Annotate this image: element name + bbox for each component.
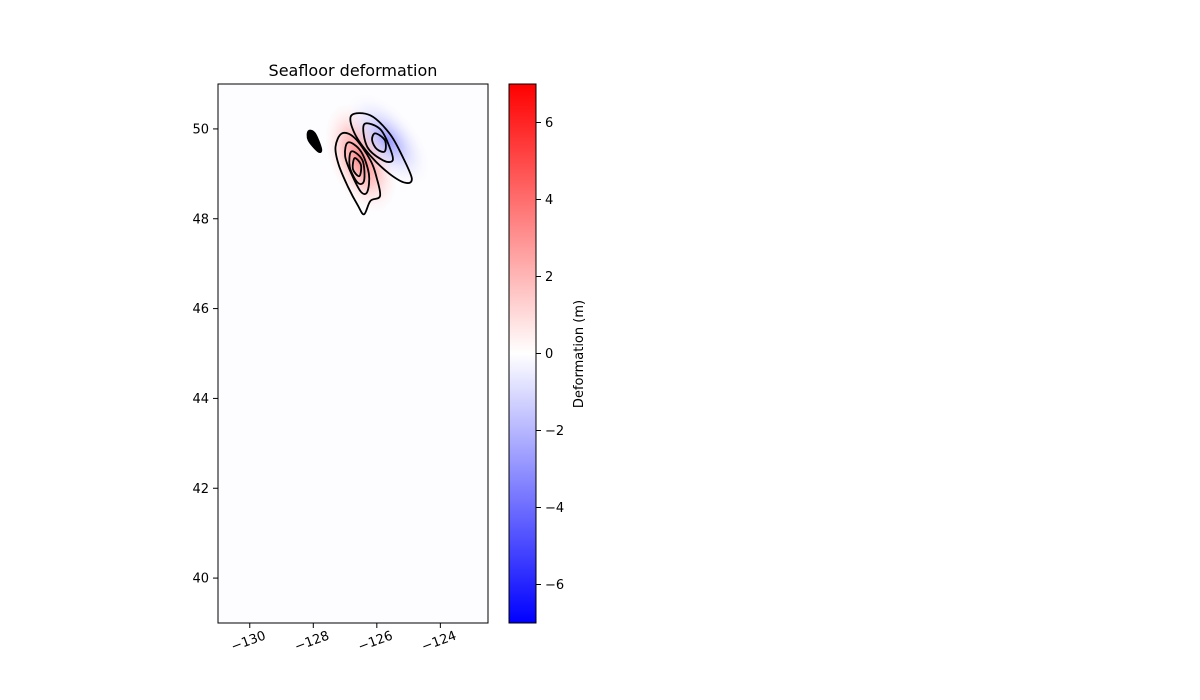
y-tick-label: 50 — [192, 122, 209, 137]
subsidence-zone — [344, 91, 432, 189]
x-tick-label: −130 — [229, 629, 268, 655]
contour-uplift-inner — [348, 150, 366, 185]
y-tick-label: 40 — [192, 572, 209, 587]
contour-uplift-core — [351, 157, 363, 178]
contour-subsidence-inner — [371, 132, 387, 153]
contour-uplift-mid — [344, 141, 371, 195]
colorbar-tick-label: −2 — [545, 424, 564, 439]
y-tick-label: 46 — [192, 302, 209, 317]
contour-coast-blob — [306, 129, 323, 154]
x-tick-label: −126 — [356, 629, 395, 655]
y-tick-label: 44 — [192, 392, 209, 407]
plot-frame — [217, 83, 489, 624]
contour-uplift-outer — [334, 131, 382, 216]
x-tick-label: −128 — [293, 629, 332, 655]
contour-lines — [306, 112, 413, 216]
colorbar-tick-label: 2 — [545, 270, 553, 285]
colorbar-tick-label: 4 — [545, 193, 553, 208]
chart-title: Seafloor deformation — [269, 61, 438, 80]
colorbar-tick-label: 0 — [545, 347, 553, 362]
x-axis: −130 −128 −126 −124 — [229, 623, 459, 655]
colorbar — [509, 84, 536, 623]
y-axis: 40 42 44 46 48 50 — [192, 122, 218, 587]
colorbar-tick-label: −4 — [545, 501, 564, 516]
y-tick-label: 42 — [192, 482, 209, 497]
colorbar-axis: 6 4 2 0 −2 −4 −6 — [536, 116, 564, 593]
contour-subsidence-outer — [349, 112, 413, 184]
deformation-field — [306, 91, 432, 217]
colorbar-tick-label: 6 — [545, 116, 553, 131]
colorbar-tick-label: −6 — [545, 578, 564, 593]
x-tick-label: −124 — [420, 629, 459, 655]
contour-subsidence-mid — [362, 122, 394, 163]
colorbar-label: Deformation (m) — [572, 300, 587, 408]
y-tick-label: 48 — [192, 212, 209, 227]
